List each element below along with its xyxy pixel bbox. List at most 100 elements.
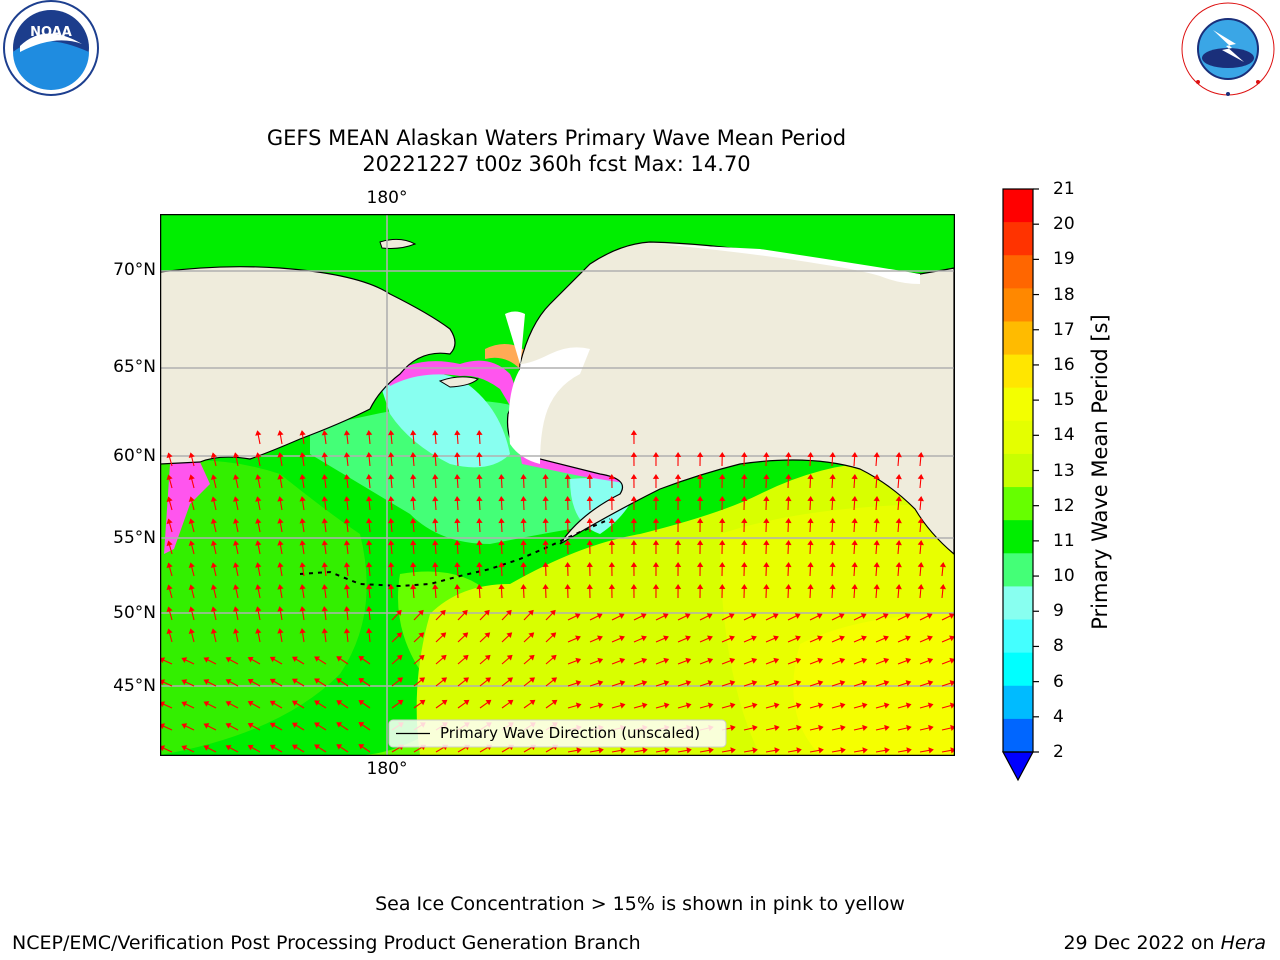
wave-arrow-head bbox=[321, 474, 328, 480]
wave-arrow-head bbox=[873, 452, 880, 458]
wave-arrow-head bbox=[210, 452, 217, 458]
wave-arrow-head bbox=[773, 702, 780, 709]
wave-arrow-head bbox=[586, 583, 593, 590]
wave-arrow-head bbox=[476, 562, 483, 568]
wave-arrow-head bbox=[343, 606, 351, 612]
nws-logo bbox=[1178, 0, 1278, 100]
wave-arrow-head bbox=[181, 723, 188, 729]
wave-arrow-head bbox=[817, 657, 824, 664]
wave-arrow-head bbox=[542, 473, 549, 480]
wave-arrow-head bbox=[366, 584, 373, 590]
wave-arrow-head bbox=[166, 474, 173, 481]
wave-arrow-head bbox=[203, 745, 210, 751]
wave-arrow-head bbox=[188, 474, 195, 480]
wave-arrow-head bbox=[454, 584, 461, 590]
wave-arrow-head bbox=[210, 562, 217, 568]
colorbar-tick-label: 18 bbox=[1053, 284, 1075, 305]
wave-arrow-head bbox=[630, 473, 638, 479]
wave-arrow-head bbox=[763, 473, 770, 480]
wave-arrow-head bbox=[906, 747, 912, 754]
colorbar-segment bbox=[1003, 420, 1033, 455]
wave-arrow-head bbox=[247, 678, 254, 685]
wave-arrow-head bbox=[752, 724, 758, 732]
wave-arrow-head bbox=[418, 632, 425, 639]
wave-arrow-head bbox=[343, 562, 351, 568]
wave-arrow-head bbox=[763, 451, 770, 458]
wave-arrow-head bbox=[366, 628, 373, 634]
wave-arrow-head bbox=[336, 678, 343, 684]
wave-arrow-head bbox=[917, 474, 924, 480]
wave-arrow-head bbox=[520, 473, 527, 480]
wave-arrow-head bbox=[166, 518, 173, 525]
wave-arrow-head bbox=[233, 628, 240, 634]
wave-arrow-head bbox=[895, 540, 902, 546]
wave-arrow-head bbox=[719, 583, 726, 589]
wave-arrow-head bbox=[507, 677, 514, 683]
period-zone-11-12-west bbox=[160, 460, 367, 755]
graticule bbox=[160, 214, 954, 755]
wave-arrow-head bbox=[277, 496, 284, 502]
wave-arrow-head bbox=[774, 747, 780, 754]
wave-arrow-head bbox=[586, 495, 593, 502]
colorbar-tick-label: 17 bbox=[1053, 319, 1075, 340]
wave-arrow-head bbox=[432, 562, 439, 568]
sea-ice-edge-bering bbox=[385, 360, 517, 414]
wave-arrow-head bbox=[419, 699, 426, 706]
wave-arrow-head bbox=[366, 518, 373, 524]
wave-arrow-head bbox=[949, 657, 955, 664]
wave-arrow-head bbox=[225, 744, 232, 751]
wave-arrow-head bbox=[795, 680, 802, 687]
wave-arrow-head bbox=[686, 747, 692, 754]
wave-arrow-head bbox=[598, 747, 604, 754]
wave-arrow-head bbox=[476, 584, 483, 590]
wave-arrow-head bbox=[462, 654, 469, 661]
wave-arrow-head bbox=[397, 677, 404, 683]
wave-arrow-head bbox=[619, 702, 626, 709]
credit-right: 29 Dec 2022 on Hera bbox=[1063, 931, 1266, 955]
wave-arrow-head bbox=[410, 562, 417, 568]
wave-arrow-head bbox=[905, 680, 912, 687]
wave-arrow-head bbox=[685, 657, 692, 664]
wave-arrow-head bbox=[818, 747, 824, 754]
wave-arrow-head bbox=[696, 583, 704, 589]
wave-arrow-head bbox=[741, 539, 748, 546]
wave-arrow-head bbox=[685, 635, 691, 642]
wave-arrow-head bbox=[321, 452, 328, 458]
wave-arrow-head bbox=[696, 451, 704, 457]
wave-arrow-head bbox=[292, 656, 298, 662]
wave-arrow-head bbox=[366, 430, 373, 436]
wave-arrow-head bbox=[255, 430, 262, 436]
colorbar-tick-label: 19 bbox=[1053, 249, 1075, 270]
wave-arrow-head bbox=[343, 584, 351, 590]
wave-arrow-head bbox=[642, 747, 648, 754]
wave-arrow-head bbox=[608, 583, 615, 589]
wave-arrow-head bbox=[188, 496, 195, 502]
wave-arrow-head bbox=[663, 635, 669, 642]
wave-arrow-head bbox=[188, 562, 195, 568]
wave-arrow-head bbox=[663, 657, 670, 664]
wave-arrow-head bbox=[927, 702, 934, 709]
wave-arrow-head bbox=[696, 495, 704, 501]
wave-arrow-head bbox=[575, 680, 582, 687]
colorbar-segment bbox=[1003, 553, 1033, 587]
wave-arrow-head bbox=[741, 583, 748, 590]
wave-arrow-head bbox=[321, 606, 328, 612]
wave-arrow-head bbox=[652, 517, 660, 523]
colorbar-segment bbox=[1003, 487, 1033, 521]
colorbar-tick-label: 13 bbox=[1053, 460, 1075, 481]
noaa-logo: NOAA bbox=[0, 0, 104, 100]
colorbar-segment bbox=[1003, 718, 1033, 753]
wave-arrow-head bbox=[343, 540, 351, 546]
wave-arrow-head bbox=[551, 677, 558, 683]
wave-arrow-head bbox=[203, 657, 210, 663]
wave-arrow-head bbox=[730, 747, 736, 754]
wave-arrow-head bbox=[418, 654, 425, 661]
wave-arrow-head bbox=[542, 495, 549, 502]
wave-arrow-head bbox=[719, 517, 726, 523]
noaa-logo-text: NOAA bbox=[30, 25, 72, 40]
wave-arrow-head bbox=[785, 539, 792, 546]
wave-arrow-head bbox=[528, 609, 534, 616]
wave-arrow-head bbox=[432, 496, 439, 502]
wave-arrow-head bbox=[210, 474, 217, 480]
colorbar-segment bbox=[1003, 619, 1033, 654]
